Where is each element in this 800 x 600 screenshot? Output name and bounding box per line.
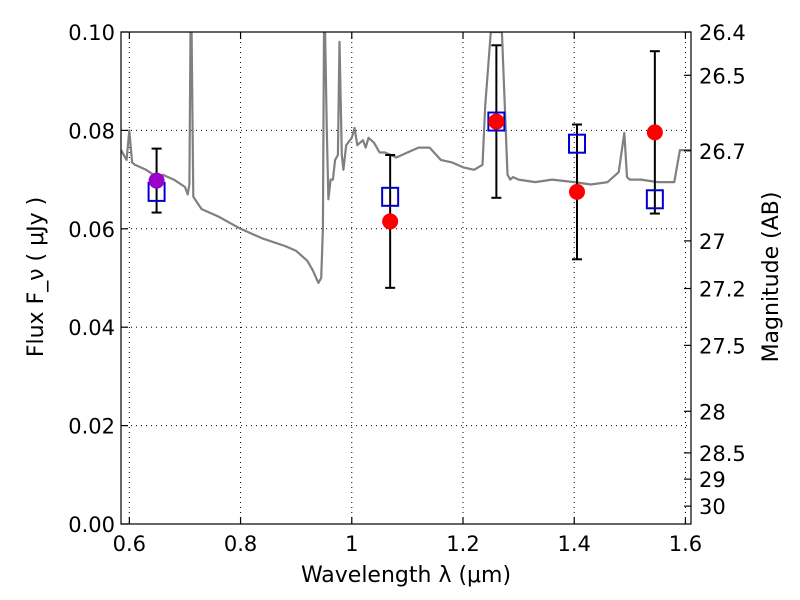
y-tick-label: 0.04 (68, 316, 115, 340)
x-tick-label: 1 (345, 532, 358, 556)
y-tick-label: 0.00 (68, 513, 115, 537)
x-tick-label: 0.6 (113, 532, 146, 556)
observed-flux-point (148, 172, 165, 189)
model-square-point (645, 189, 664, 210)
observed-flux-point (569, 183, 585, 200)
y-tick-label: 0.08 (68, 119, 115, 143)
y2-tick-label: 26.5 (699, 64, 746, 88)
sed-spectrum-line (121, 32, 691, 284)
x-tick-label: 1.2 (446, 532, 479, 556)
observed-flux-point (382, 213, 399, 230)
x-tick-label: 0.8 (224, 532, 257, 556)
y2-tick-label: 27.2 (699, 278, 746, 302)
y2-tick-label: 28 (699, 400, 726, 424)
plot-area (121, 32, 691, 289)
axes-frame (120, 31, 692, 525)
x-axis-label: Wavelength λ (μm) (301, 563, 511, 588)
x-tick-label: 1.6 (669, 532, 702, 556)
observed-flux-point (488, 113, 505, 130)
observed-flux-point (646, 124, 663, 141)
grid-lines (121, 32, 691, 524)
model-square-point (381, 186, 400, 207)
y-tick-label: 0.02 (68, 415, 115, 439)
y2-tick-label: 26.7 (699, 140, 746, 164)
y-tick-label: 0.06 (68, 218, 115, 242)
y2-tick-label: 30 (699, 495, 726, 519)
y-axis-label: Flux F_ν ( μJy ) (24, 197, 49, 357)
model-square-point (568, 133, 586, 154)
y2-tick-label: 29 (699, 468, 726, 492)
y2-tick-label: 26.4 (699, 21, 746, 45)
y2-axis-label: Magnitude (AB) (759, 192, 784, 363)
axis-ticks: 0.6 0.8 1 1.2 1.4 1.6 0.00 0.02 0.04 0.06 0.08 0.10… (68, 21, 746, 556)
x-tick-label: 1.4 (558, 532, 591, 556)
y2-tick-label: 28.5 (699, 442, 746, 466)
y-tick-label: 0.10 (68, 21, 115, 45)
y2-tick-label: 27.5 (699, 334, 746, 358)
y2-tick-label: 27 (699, 230, 726, 254)
